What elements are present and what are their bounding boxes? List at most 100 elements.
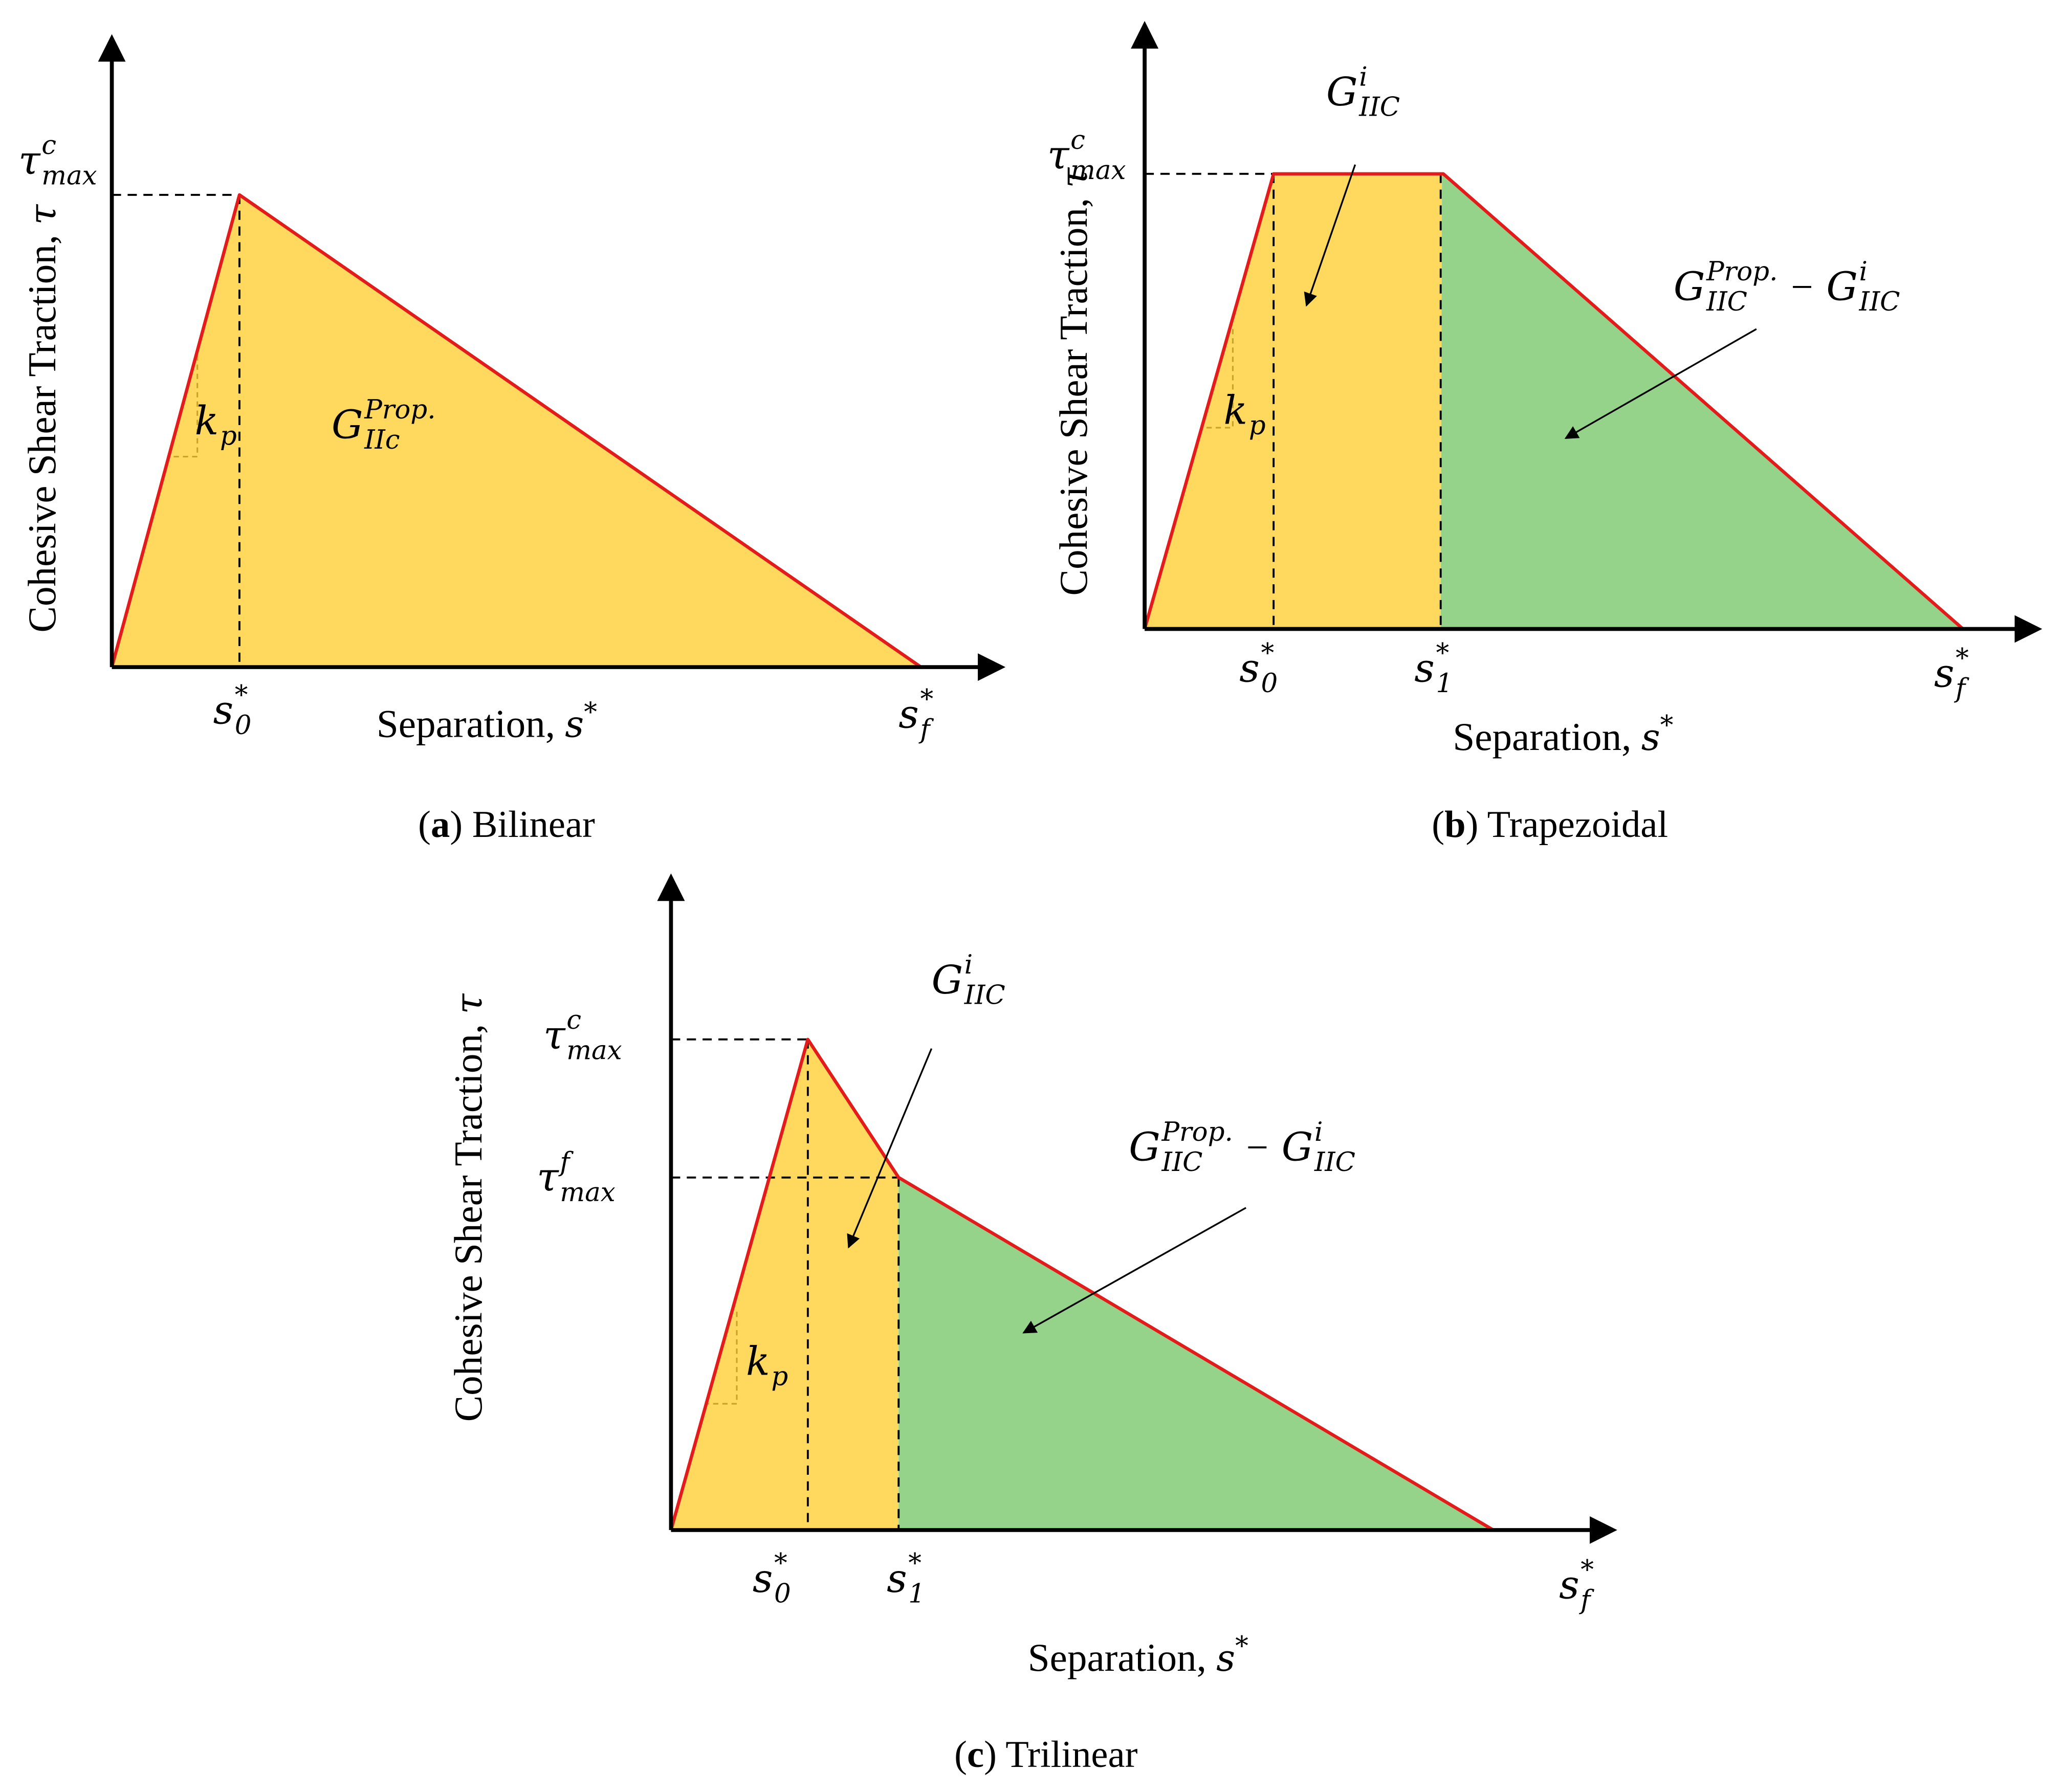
label-text: Separation, [1453, 715, 1641, 759]
math-base: s [753, 1556, 773, 1602]
operator: − [1791, 265, 1813, 309]
math-sup: i [1314, 1117, 1323, 1147]
caption-text: ) Trilinear [984, 1734, 1137, 1776]
math-sub: IIC [1706, 286, 1747, 317]
caption-open: ( [1432, 804, 1444, 846]
math-sup: c [1070, 125, 1085, 156]
math-base: k [746, 1339, 770, 1385]
math-sub: max [560, 1177, 615, 1208]
traction-law [669, 1037, 1495, 1532]
math-sub: p [220, 421, 237, 452]
y-axis-label: Cohesive Shear Traction, τ [20, 204, 64, 633]
math-base: G [1129, 1124, 1160, 1170]
math-sup: * [908, 1548, 921, 1579]
pointer-arrow [1022, 1207, 1246, 1334]
math-base: τ [1047, 132, 1070, 179]
caption-text: ) Trapezoidal [1466, 804, 1669, 846]
math-sup: i [1859, 256, 1868, 287]
traction-law [1143, 172, 1964, 630]
math-base: s [898, 691, 919, 737]
math-base: s [1414, 645, 1435, 691]
elastic-region [112, 194, 921, 668]
math-sup: c [41, 130, 56, 161]
math-sub: IIc [364, 425, 400, 455]
math-sup: * [1261, 638, 1274, 669]
caption-open: ( [954, 1734, 967, 1776]
label-symbol: s [1216, 1636, 1235, 1679]
traction-law [110, 193, 922, 669]
math-sup: c [566, 1005, 581, 1035]
math-base: k [195, 398, 219, 444]
panel: Cohesive Shear Traction, τ Separation, s*… [446, 873, 1617, 1776]
pointer-arrow [847, 1048, 933, 1249]
x-axis-label: Separation, s* [1028, 1631, 1248, 1679]
math-sub: f [918, 714, 934, 745]
math-sub: p [1249, 410, 1266, 441]
math-base: τ [537, 1155, 559, 1201]
math-sup: i [964, 949, 973, 980]
math-base: G [1674, 264, 1705, 310]
math-sup: Prop. [364, 394, 435, 425]
caption: (a) Bilinear [418, 804, 595, 846]
caption-text: ) Bilinear [450, 804, 595, 846]
caption: (c) Trilinear [954, 1734, 1137, 1776]
slope-marker [706, 1312, 738, 1405]
y-axis-label: Cohesive Shear Traction, τ [446, 993, 490, 1422]
math-sup: Prop. [1706, 256, 1777, 287]
y-axis-label: Cohesive Shear Traction, τ [1051, 167, 1095, 596]
math-sup: * [1581, 1555, 1594, 1585]
math-sup: Prop. [1161, 1117, 1233, 1147]
math-sub: f [1954, 673, 1969, 704]
elastic-region [1145, 173, 1442, 629]
math-sup: * [774, 1548, 787, 1579]
label-sup: * [1660, 710, 1674, 741]
math-sub: 1 [908, 1578, 925, 1609]
math-sub: 1 [1436, 668, 1453, 699]
math-sub: IIC [1859, 286, 1900, 317]
label-text: Separation, [377, 701, 565, 745]
pointer-arrow [1564, 328, 1757, 439]
math-sub: IIC [964, 980, 1005, 1010]
pointer-arrow [1304, 164, 1356, 307]
label-sup: * [584, 697, 597, 728]
math-sub: 0 [1261, 668, 1278, 699]
caption: (b) Trapezoidal [1432, 804, 1668, 846]
label-text: Cohesive Shear Traction, [1051, 188, 1095, 596]
math-base: G [1826, 264, 1858, 310]
math-base: s [213, 688, 234, 734]
math-base: G [332, 402, 363, 448]
math-sub: p [771, 1361, 788, 1392]
caption-letter: a [431, 804, 450, 846]
math-sub: f [1578, 1585, 1594, 1616]
math-sub: 0 [235, 710, 252, 741]
elastic-region [671, 1039, 899, 1530]
math-sub: max [41, 160, 97, 191]
label-text: Cohesive Shear Traction, [20, 225, 64, 633]
label-symbol: s [1641, 716, 1660, 759]
slope-marker [168, 355, 199, 458]
label-text: Cohesive Shear Traction, [446, 1014, 490, 1422]
math-sup: f [558, 1147, 574, 1178]
math-sup: * [1956, 643, 1969, 674]
x-axis-label: Separation, s* [1453, 710, 1673, 759]
math-base: s [1559, 1562, 1579, 1608]
caption-letter: c [967, 1734, 984, 1776]
math-base: s [1239, 645, 1260, 691]
math-sup: * [235, 680, 248, 711]
label-symbol: s [565, 702, 584, 745]
operator: − [1246, 1125, 1269, 1169]
math-sub: max [1070, 155, 1126, 186]
math-base: τ [543, 1012, 566, 1058]
math-sup: * [920, 684, 933, 715]
caption-open: ( [418, 804, 431, 846]
caption-letter: b [1444, 804, 1465, 846]
math-base: G [1326, 69, 1358, 115]
math-sub: IIC [1314, 1147, 1355, 1178]
math-base: G [1282, 1124, 1313, 1170]
math-base: s [1934, 651, 1955, 697]
x-axis-label: Separation, s* [377, 697, 597, 746]
math-sub: max [566, 1035, 622, 1066]
